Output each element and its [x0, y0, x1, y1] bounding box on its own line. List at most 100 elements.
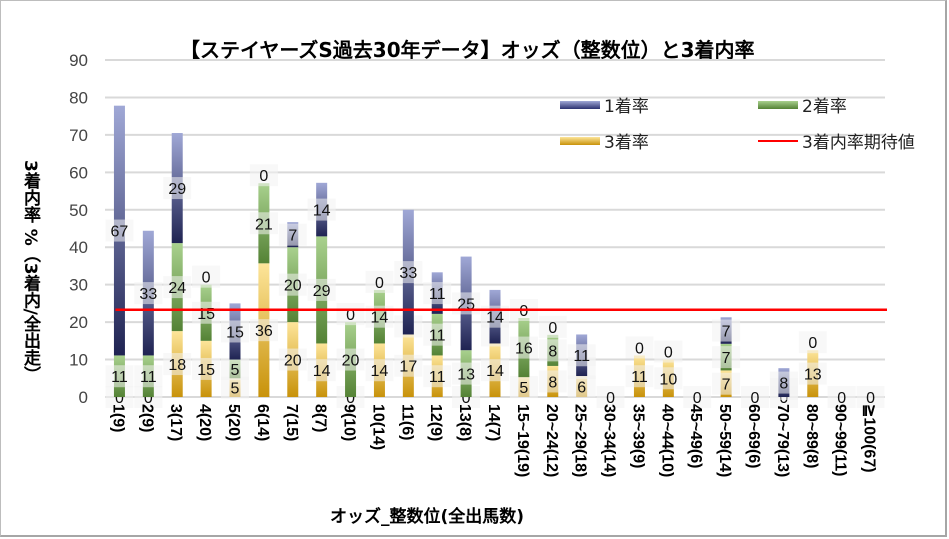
data-label: 36	[255, 323, 273, 340]
data-label: 33	[399, 265, 417, 282]
data-label: 0	[144, 390, 153, 407]
data-label-bg	[307, 198, 336, 221]
data-label-bg	[221, 357, 249, 380]
data-label: 14	[486, 363, 504, 380]
x-tick-label: 6(14)	[254, 404, 271, 441]
data-label: 0	[635, 340, 644, 357]
legend-swatch-expected	[758, 139, 798, 142]
y-tick-label: 50	[69, 201, 88, 220]
data-label: 0	[664, 345, 673, 362]
data-label: 0	[751, 390, 760, 407]
data-label-bg	[481, 359, 509, 382]
y-tick-label: 70	[69, 126, 88, 145]
legend-item-2nd: 2着率	[758, 92, 847, 117]
data-label-bg	[538, 339, 567, 362]
data-label-bg	[105, 219, 134, 242]
data-label-bg	[596, 386, 625, 408]
data-label-bg	[249, 319, 278, 342]
data-label-bg	[509, 376, 538, 399]
data-label-bg	[798, 331, 827, 354]
x-tick-label: 8(7)	[312, 404, 329, 432]
x-tick-label: 40~44(10)	[658, 404, 675, 477]
data-label-bg	[798, 362, 827, 385]
data-label: 0	[693, 390, 702, 407]
data-label: 13	[457, 367, 475, 384]
data-label: 0	[259, 168, 268, 185]
x-tick-label: 25~29(18)	[572, 404, 589, 477]
data-label: 15	[197, 306, 215, 323]
chart-title: 【ステイヤーズS過去30年データ】オッズ（整数位）と3着内率	[180, 38, 755, 62]
x-tick-label: 7(15)	[283, 404, 300, 441]
x-tick-label: 15~19(19)	[514, 404, 531, 477]
data-label-bg	[712, 346, 741, 369]
data-label: 14	[486, 310, 504, 327]
y-axis-title: 3着内率 %（3着内/全出走）	[20, 160, 40, 383]
data-label: 7	[722, 350, 731, 367]
data-label: 24	[168, 280, 186, 297]
legend-label: 1着率	[604, 97, 649, 117]
data-label: 29	[313, 283, 331, 300]
x-tick-label: 9(10)	[341, 404, 358, 441]
x-tick-label: 60~69(6)	[745, 404, 762, 469]
data-label: 20	[284, 278, 302, 295]
data-label-bg	[105, 365, 134, 388]
data-label: 11	[111, 369, 128, 386]
x-tick-label: 1(9)	[109, 404, 126, 432]
data-label: 7	[722, 377, 731, 394]
data-label-bg	[769, 371, 798, 394]
data-label-bg	[567, 375, 596, 398]
data-label: 17	[399, 359, 417, 376]
data-label-bg	[278, 348, 307, 371]
x-tick-label: 10(14)	[369, 404, 386, 450]
data-label-bg	[192, 265, 221, 288]
y-tick-label: 0	[79, 388, 88, 407]
data-label-bg	[452, 362, 481, 385]
data-label-bg	[278, 223, 307, 246]
data-label: 11	[631, 369, 648, 386]
data-label-bg	[712, 319, 741, 342]
legend-item-1st: 1着率	[560, 92, 649, 117]
data-label: 10	[659, 371, 677, 388]
data-label: 14	[371, 363, 389, 380]
legend-swatch-1st	[560, 100, 600, 109]
legend-label: 2着率	[802, 97, 847, 117]
x-tick-label: 2(9)	[138, 404, 155, 432]
data-label-bg	[163, 353, 192, 376]
data-label: 7	[288, 228, 297, 245]
data-label: 0	[346, 307, 355, 324]
data-label-bg	[192, 357, 221, 380]
data-label-bg	[712, 372, 741, 395]
data-label-bg	[509, 336, 538, 359]
data-label: 14	[313, 363, 331, 380]
data-label-bg	[423, 282, 452, 305]
legend-swatch-3rd	[560, 136, 600, 145]
data-label-bg	[307, 278, 336, 301]
x-tick-label: 70~79(13)	[774, 404, 791, 477]
x-tick-label: 20~24(12)	[543, 404, 560, 477]
data-label-bg	[423, 323, 452, 346]
x-tick-label: 35~39(9)	[629, 404, 646, 469]
data-label-bg	[394, 261, 423, 284]
data-label: 18	[168, 357, 186, 374]
data-label: 0	[837, 390, 846, 407]
data-label: 0	[519, 303, 528, 320]
data-label: 29	[168, 181, 186, 198]
x-tick-label: 90~99(11)	[832, 404, 849, 477]
data-label: 6	[577, 380, 586, 397]
data-label: 5	[519, 380, 528, 397]
data-label: 20	[342, 353, 360, 370]
data-label-bg	[856, 386, 885, 408]
data-label-bg	[481, 305, 509, 328]
x-tick-label: 80~89(8)	[803, 404, 820, 469]
data-label-bg	[625, 336, 654, 359]
data-label-bg	[221, 320, 249, 343]
x-tick-label: 11(6)	[398, 404, 415, 440]
data-label-bg	[365, 270, 394, 293]
data-label: 14	[371, 310, 389, 327]
x-tick-label: 14(7)	[485, 404, 502, 441]
y-tick-label: 60	[69, 163, 88, 182]
legend-label: 3着内率期待値	[802, 133, 915, 153]
x-tick-label: 5(20)	[225, 404, 242, 441]
data-label-bg	[336, 348, 365, 371]
